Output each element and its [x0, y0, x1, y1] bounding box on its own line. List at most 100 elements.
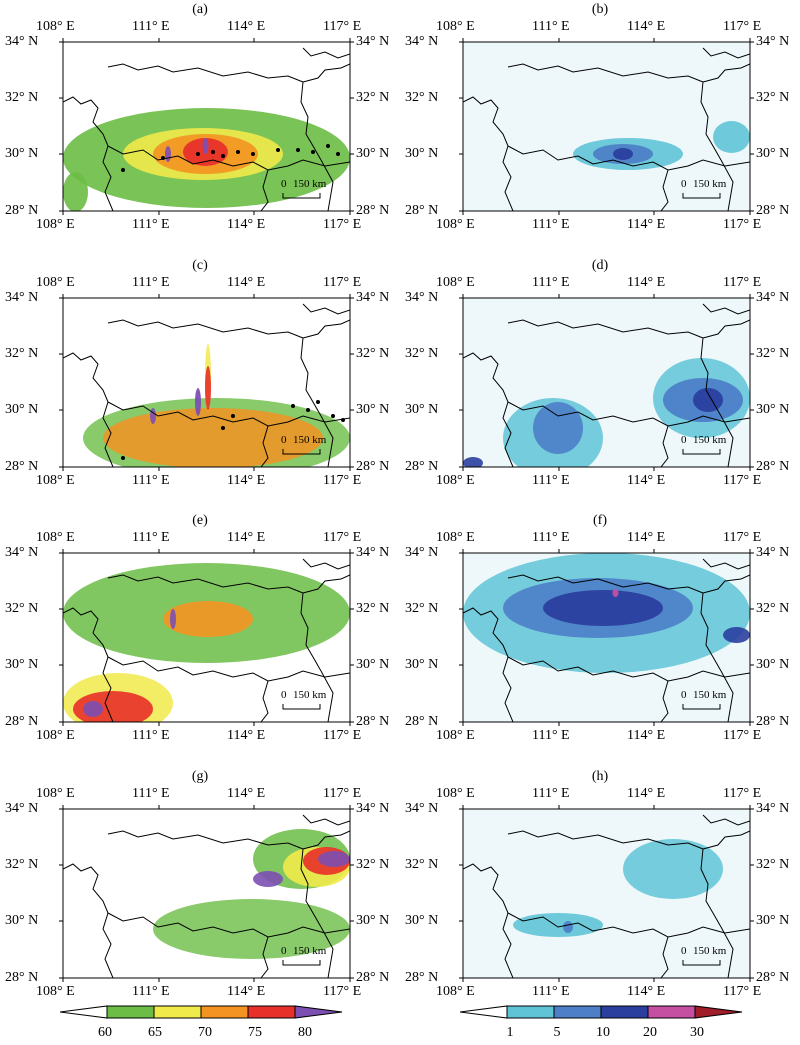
- field-contour: [513, 913, 603, 937]
- lat-tick-left: 32° N: [405, 602, 438, 616]
- lon-tick-bottom: 114° E: [627, 218, 665, 232]
- field-contour: [723, 627, 750, 643]
- field-contour: [205, 366, 211, 410]
- field-contour: [163, 601, 253, 637]
- lon-tick-top: 111° E: [132, 531, 170, 545]
- lon-tick-top: 111° E: [132, 787, 170, 801]
- lat-tick-left: 30° N: [5, 914, 38, 928]
- scale-bar-distance: 150 km: [293, 945, 326, 957]
- lat-tick-left: 28° N: [405, 971, 438, 985]
- field-contour: [533, 402, 583, 454]
- colorbar-tick: 60: [98, 1025, 112, 1041]
- lon-tick-top: 111° E: [532, 787, 570, 801]
- lat-tick-left: 34° N: [5, 291, 38, 305]
- colorbar-segment: [107, 1006, 154, 1018]
- map-panel-h: (h) 108° E 108° E 111° E 111° E 114° E 114° E 1…: [400, 767, 800, 1025]
- lat-tick-right: 30° N: [756, 914, 789, 928]
- lat-tick-right: 28° N: [356, 204, 389, 218]
- lon-tick-top: 108° E: [436, 787, 475, 801]
- lat-tick-right: 30° N: [356, 147, 389, 161]
- lat-tick-right: 34° N: [756, 802, 789, 816]
- lat-tick-left: 32° N: [405, 347, 438, 361]
- field-contour: [613, 589, 619, 597]
- lon-tick-top: 117° E: [723, 20, 761, 34]
- field-contour: [613, 148, 633, 160]
- lon-tick-bottom: 108° E: [436, 218, 475, 232]
- lat-tick-left: 30° N: [5, 403, 38, 417]
- scale-bar-zero: 0: [681, 945, 687, 957]
- colorbar-intensity-strip: [60, 1003, 410, 1025]
- station-marker: [121, 456, 125, 460]
- lat-tick-right: 34° N: [356, 35, 389, 49]
- lon-tick-bottom: 111° E: [132, 729, 170, 743]
- lat-tick-left: 28° N: [5, 204, 38, 218]
- field-contour: [563, 921, 573, 933]
- lat-tick-left: 30° N: [5, 147, 38, 161]
- field-contour: [170, 609, 176, 629]
- lat-tick-left: 34° N: [405, 546, 438, 560]
- map-panel-e: (e) 108° E 108° E 111° E 111° E 114° E 114° E1…: [0, 511, 400, 769]
- lon-tick-top: 111° E: [532, 276, 570, 290]
- lon-tick-top: 117° E: [323, 20, 361, 34]
- lon-tick-bottom: 108° E: [436, 985, 475, 999]
- station-marker: [236, 150, 240, 154]
- station-marker: [336, 152, 340, 156]
- lon-tick-bottom: 108° E: [36, 985, 75, 999]
- lat-tick-right: 30° N: [756, 658, 789, 672]
- colorbar-segment: [601, 1006, 648, 1018]
- lat-tick-right: 28° N: [356, 460, 389, 474]
- lon-tick-bottom: 114° E: [227, 729, 265, 743]
- lon-tick-bottom: 111° E: [532, 218, 570, 232]
- scale-bar-distance: 150 km: [293, 689, 326, 701]
- station-marker: [231, 414, 235, 418]
- lon-tick-bottom: 117° E: [323, 218, 361, 232]
- colorbar-intensity: 60 65 70 75 80: [60, 1003, 410, 1043]
- lat-tick-left: 32° N: [5, 91, 38, 105]
- lat-tick-right: 32° N: [756, 602, 789, 616]
- lat-tick-right: 32° N: [356, 602, 389, 616]
- lat-tick-left: 32° N: [5, 347, 38, 361]
- lon-tick-bottom: 111° E: [532, 729, 570, 743]
- lon-tick-bottom: 108° E: [436, 474, 475, 488]
- lon-tick-top: 108° E: [436, 531, 475, 545]
- lat-tick-left: 34° N: [405, 35, 438, 49]
- lon-tick-top: 108° E: [36, 531, 75, 545]
- map-panel-f: (f) 108° E 108° E 111° E 111° E 114° E 114° E 1…: [400, 511, 800, 769]
- field-contour: [103, 408, 323, 468]
- map-panel-g: (g) 108° E 108° E 111° E 111° E 114° E 114° E1…: [0, 767, 400, 1025]
- colorbar-tick: 1: [507, 1025, 514, 1041]
- field-contour: [83, 701, 103, 717]
- field-contour: [318, 851, 350, 867]
- lat-tick-right: 30° N: [756, 147, 789, 161]
- scale-bar-zero: 0: [281, 434, 287, 446]
- lon-tick-top: 111° E: [532, 20, 570, 34]
- lon-tick-top: 108° E: [36, 787, 75, 801]
- lon-tick-bottom: 117° E: [723, 218, 761, 232]
- lon-tick-bottom: 114° E: [227, 218, 265, 232]
- lat-tick-left: 34° N: [5, 35, 38, 49]
- lon-tick-bottom: 117° E: [723, 474, 761, 488]
- colorbar-segment: [507, 1006, 554, 1018]
- lon-tick-bottom: 108° E: [36, 474, 75, 488]
- lat-tick-left: 34° N: [405, 802, 438, 816]
- station-marker: [196, 152, 200, 156]
- lat-tick-right: 30° N: [356, 914, 389, 928]
- lat-tick-left: 30° N: [405, 403, 438, 417]
- colorbar-tick: 30: [690, 1025, 704, 1041]
- scale-bar-distance: 150 km: [693, 178, 726, 190]
- lon-tick-top: 114° E: [627, 276, 665, 290]
- lon-tick-bottom: 117° E: [723, 985, 761, 999]
- field-contour: [165, 146, 171, 162]
- lat-tick-left: 30° N: [405, 658, 438, 672]
- scale-bar-distance: 150 km: [293, 434, 326, 446]
- lat-tick-right: 28° N: [756, 460, 789, 474]
- lon-tick-bottom: 108° E: [436, 729, 475, 743]
- scale-bar-distance: 150 km: [293, 178, 326, 190]
- lat-tick-left: 28° N: [405, 460, 438, 474]
- map-panel-b: (b) 108° E 108° E 111° E 111° E 114° E 114° E 1…: [400, 0, 800, 258]
- station-marker: [306, 408, 310, 412]
- lon-tick-top: 108° E: [436, 20, 475, 34]
- lat-tick-right: 34° N: [756, 35, 789, 49]
- lon-tick-bottom: 117° E: [323, 985, 361, 999]
- lon-tick-top: 111° E: [532, 531, 570, 545]
